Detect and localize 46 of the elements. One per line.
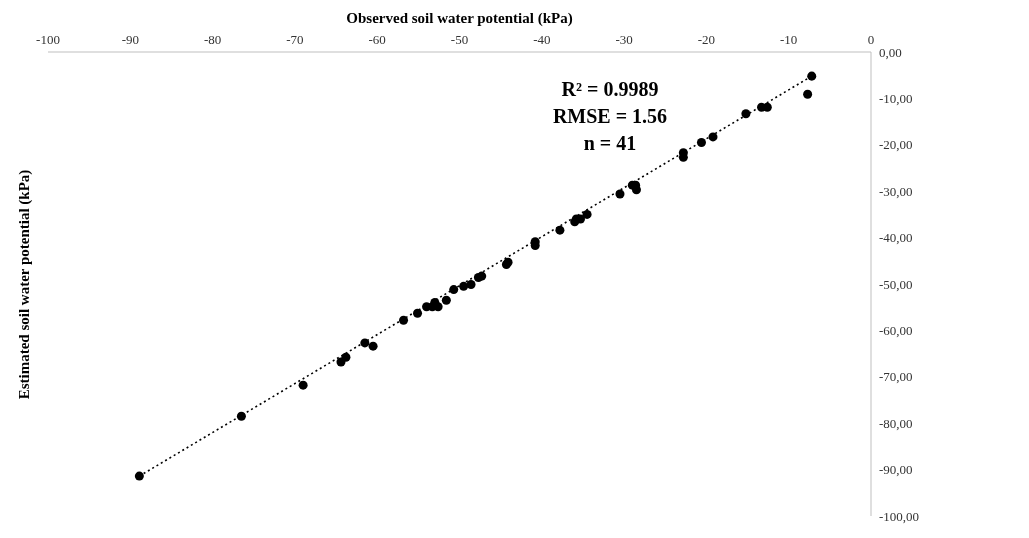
x-axis-title: Observed soil water potential (kPa)	[346, 9, 573, 27]
point	[741, 109, 751, 119]
x-tick-label: -100	[36, 32, 60, 47]
y-tick-label: -60,00	[879, 323, 913, 339]
point	[708, 132, 718, 142]
annotation: R² = 0.9989	[560, 77, 660, 102]
y-tick-label: -100,00	[879, 508, 920, 524]
x-tick-label: -20	[697, 32, 716, 47]
x-tick-label: -90	[121, 32, 139, 47]
point	[696, 137, 706, 147]
y-tick-label: -70,00	[879, 369, 913, 385]
x-tick-label: -60	[368, 32, 386, 47]
point	[803, 89, 813, 99]
point	[360, 338, 370, 348]
point	[449, 285, 459, 295]
point	[555, 225, 565, 235]
point	[368, 341, 378, 351]
annotation: RMSE = 1.56	[551, 104, 669, 129]
y-tick-label: -20,00	[879, 137, 913, 153]
y-tick-label: -80,00	[879, 415, 913, 431]
point	[236, 411, 246, 421]
point	[441, 295, 451, 305]
x-tick-label: -50	[450, 32, 469, 47]
point	[399, 315, 409, 325]
x-tick-label: -70	[286, 32, 304, 47]
point	[615, 189, 625, 199]
point	[336, 357, 346, 367]
annotation: n = 41	[582, 131, 638, 156]
x-tick-label: 0	[867, 32, 875, 47]
y-tick-label: 0,00	[879, 44, 902, 60]
y-tick-label: -90,00	[879, 462, 913, 478]
y-tick-label: -30,00	[879, 183, 913, 199]
y-axis-title: Estimated soil water potential (kPa)	[16, 169, 34, 399]
x-tick-label: -10	[780, 32, 798, 47]
y-tick-label: -10,00	[879, 91, 913, 107]
y-tick-label: -40,00	[879, 230, 913, 246]
point	[298, 380, 308, 390]
y-tick-label: -50,00	[879, 276, 913, 292]
x-tick-label: -40	[533, 32, 551, 47]
point	[413, 308, 423, 318]
point	[473, 273, 483, 283]
x-tick-label: -80	[203, 32, 222, 47]
point	[459, 281, 469, 291]
point	[631, 185, 641, 195]
x-tick-label: -30	[615, 32, 633, 47]
point	[582, 209, 592, 219]
